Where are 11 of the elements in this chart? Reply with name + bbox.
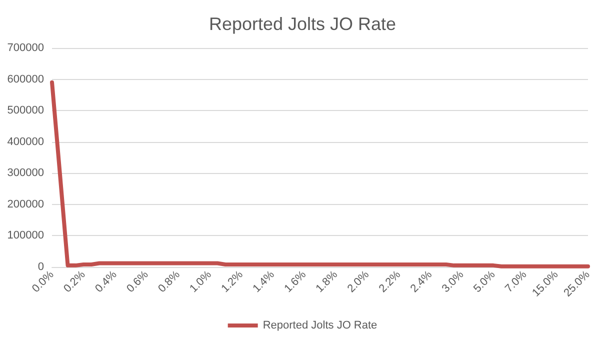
line-series bbox=[50, 80, 590, 268]
y-tick-label: 600000 bbox=[7, 73, 44, 86]
chart-title: Reported Jolts JO Rate bbox=[208, 14, 396, 34]
y-tick-label: 700000 bbox=[7, 42, 44, 54]
legend-label: Reported Jolts JO Rate bbox=[262, 320, 378, 332]
y-tick-label: 100000 bbox=[7, 230, 44, 242]
y-tick-label: 500000 bbox=[7, 104, 44, 117]
y-tick-label: 400000 bbox=[7, 136, 44, 148]
y-tick-label: 200000 bbox=[7, 198, 44, 210]
y-tick-label: 300000 bbox=[7, 167, 44, 180]
y-tick-label: 0 bbox=[38, 261, 44, 273]
